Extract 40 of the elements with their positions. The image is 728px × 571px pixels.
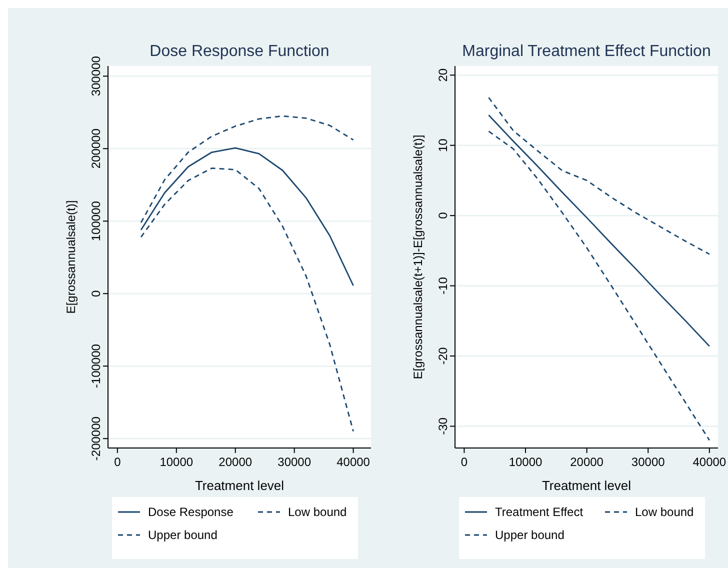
y-tick-label: -200000 xyxy=(89,416,103,461)
y-tick-label: 100000 xyxy=(89,200,103,242)
legend-label: Treatment Effect xyxy=(495,505,584,519)
y-tick-label: -30 xyxy=(436,417,450,435)
legend-label: Dose Response xyxy=(148,505,234,519)
line-series xyxy=(488,130,710,441)
y-tick-label: 0 xyxy=(436,212,450,219)
legend-label: Low bound xyxy=(288,505,347,519)
y-axis-title: E[grossannualsale(t+1)]-E[grossannualsale(t)] xyxy=(411,134,425,380)
x-axis-title: Treatment level xyxy=(542,478,632,493)
y-tick-label: -20 xyxy=(436,347,450,365)
line-series xyxy=(488,114,710,347)
x-tick-label: 20000 xyxy=(570,455,604,469)
legend-label: Upper bound xyxy=(495,528,564,542)
x-tick-label: 0 xyxy=(114,455,122,469)
chart-title: Dose Response Function xyxy=(150,43,330,60)
y-tick-label: 20 xyxy=(436,68,450,82)
x-tick-label: 0 xyxy=(460,455,468,469)
line-series xyxy=(140,115,354,224)
y-tick-label: -10 xyxy=(436,276,450,294)
x-tick-label: 10000 xyxy=(160,455,194,469)
x-tick-label: 30000 xyxy=(278,455,312,469)
chart-title: Marginal Treatment Effect Function xyxy=(462,43,711,60)
line-series xyxy=(488,96,710,255)
line-series xyxy=(140,168,354,432)
legend-label: Upper bound xyxy=(148,528,218,542)
x-tick-label: 40000 xyxy=(336,455,370,469)
y-tick-label: -100000 xyxy=(89,344,103,388)
legend-label: Low bound xyxy=(635,505,694,519)
x-tick-label: 20000 xyxy=(218,455,252,469)
y-tick-label: 10 xyxy=(436,138,450,152)
x-axis-title: Treatment level xyxy=(194,478,284,493)
y-axis-title: E[grossannualsale(t)] xyxy=(64,200,78,314)
y-tick-label: 200000 xyxy=(89,128,103,169)
y-tick-label: 300000 xyxy=(89,56,103,96)
line-series xyxy=(140,147,354,286)
x-tick-label: 10000 xyxy=(508,455,543,469)
x-tick-label: 30000 xyxy=(631,455,666,469)
y-tick-label: 0 xyxy=(89,290,103,297)
x-tick-label: 40000 xyxy=(692,455,726,469)
